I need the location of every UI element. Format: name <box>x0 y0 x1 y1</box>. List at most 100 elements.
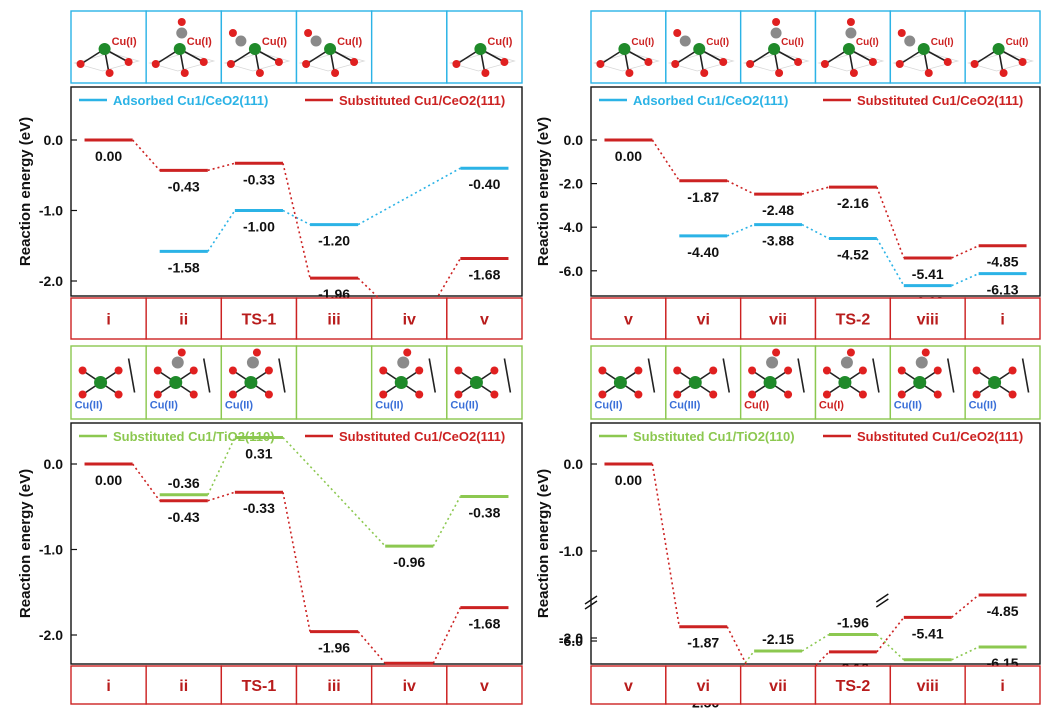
category-label: i <box>1000 312 1004 329</box>
carbon-atom <box>904 35 916 47</box>
data-label: -0.43 <box>168 178 200 194</box>
oxygen-atom <box>151 60 160 68</box>
oxygen-atom <box>895 60 904 68</box>
level-connector <box>207 491 236 502</box>
oxygen-atom <box>933 390 942 399</box>
copper-oxidation-label: Cu(II) <box>894 400 922 412</box>
plot-frame <box>70 422 523 665</box>
y-tick-label: -2.0 <box>39 627 63 643</box>
copper-oxidation-label: Cu(II) <box>594 400 622 412</box>
y-tick-label: -6.0 <box>559 633 583 649</box>
oxygen-atom <box>124 58 133 66</box>
oxygen-atom <box>180 69 189 77</box>
data-label: -0.43 <box>168 509 200 525</box>
data-label: 0.00 <box>95 148 122 164</box>
axis-break-mark <box>875 593 889 603</box>
oxygen-atom <box>481 69 490 77</box>
bond <box>872 358 880 393</box>
oxygen-atom <box>598 366 607 375</box>
category-label: vi <box>697 678 710 695</box>
oxygen-atom <box>972 390 981 399</box>
category-label: vii <box>769 312 787 329</box>
oxygen-atom <box>264 366 273 375</box>
oxygen-atom <box>403 348 412 357</box>
copper-atom <box>768 43 781 55</box>
data-label: -1.87 <box>687 635 719 651</box>
y-tick-label: 0.0 <box>44 456 64 472</box>
lattice-outline <box>742 52 810 72</box>
oxygen-atom <box>454 390 463 399</box>
category-label: i <box>1000 678 1004 695</box>
oxygen-atom <box>748 390 757 399</box>
structure-thumbnail <box>220 345 298 420</box>
legend-label: Substituted Cu1/CeO2(111) <box>857 93 1023 108</box>
oxygen-atom <box>274 58 283 66</box>
copper-oxidation-label: Cu(II) <box>450 400 478 412</box>
bond <box>946 358 955 393</box>
category-cell <box>295 665 373 705</box>
oxygen-atom <box>634 366 643 375</box>
oxygen-atom <box>598 390 607 399</box>
data-label: -1.96 <box>318 640 350 656</box>
copper-oxidation-label: Cu(I) <box>931 37 954 48</box>
oxygen-atom <box>822 390 831 399</box>
oxygen-atom <box>350 58 359 66</box>
data-label: -1.68 <box>468 616 500 632</box>
copper-atom <box>394 376 408 389</box>
y-tick-label: 0.0 <box>564 456 584 472</box>
oxygen-atom <box>304 29 313 37</box>
oxygen-atom <box>772 18 781 26</box>
copper-atom <box>173 43 186 55</box>
copper-oxidation-label: Cu(I) <box>337 36 362 48</box>
oxygen-atom <box>858 366 867 375</box>
bond <box>797 358 805 393</box>
copper-oxidation-label: Cu(I) <box>781 37 804 48</box>
oxygen-atom <box>700 69 709 77</box>
legend-label: Substituted Cu1/CeO2(111) <box>339 93 505 108</box>
carbon-atom <box>171 356 184 369</box>
data-label: -4.40 <box>687 244 719 260</box>
level-connector <box>131 463 161 502</box>
oxygen-atom <box>897 366 906 375</box>
data-label: -1.00 <box>243 219 275 235</box>
structure-thumbnail <box>814 345 892 420</box>
category-cell <box>590 297 667 340</box>
carbon-atom <box>766 356 779 369</box>
copper-oxidation-label: Cu(I) <box>819 400 844 412</box>
copper-oxidation-label: Cu(I) <box>187 36 212 48</box>
copper-atom <box>474 43 487 55</box>
y-tick-label: 0.0 <box>44 132 64 148</box>
category-cell <box>446 297 523 340</box>
level-connector <box>876 238 905 287</box>
legend-label: Substituted Cu1/TiO2(110) <box>633 429 795 444</box>
axis-break-mark <box>584 595 598 605</box>
bond <box>278 358 286 393</box>
lattice-outline <box>667 52 735 72</box>
bond <box>202 358 211 393</box>
oxygen-atom <box>76 60 85 68</box>
y-tick-label: -2.0 <box>559 630 583 646</box>
y-tick-label: 0.0 <box>564 132 584 148</box>
data-label: 0.00 <box>615 472 642 488</box>
structure-thumbnail <box>70 345 147 420</box>
oxygen-atom <box>794 58 803 66</box>
copper-oxidation-label: Cu(II) <box>969 400 997 412</box>
copper-atom <box>244 376 258 389</box>
copper-oxidation-label: Cu(I) <box>487 36 512 48</box>
category-label: viii <box>917 312 939 329</box>
oxygen-atom <box>846 348 855 357</box>
level-connector <box>282 163 311 279</box>
level-connector <box>432 607 462 664</box>
category-label: vii <box>769 678 787 695</box>
oxygen-atom <box>673 366 682 375</box>
copper-atom <box>988 376 1002 389</box>
oxygen-atom <box>189 366 198 375</box>
legend-label: Substituted Cu1/CeO2(111) <box>339 429 505 444</box>
y-tick-label: -1.0 <box>39 203 63 219</box>
carbon-atom <box>915 356 928 369</box>
level-connector <box>801 186 830 195</box>
oxygen-atom <box>625 69 634 77</box>
category-cell <box>889 665 966 705</box>
level-connector <box>651 139 680 182</box>
data-label: -0.38 <box>468 504 500 520</box>
